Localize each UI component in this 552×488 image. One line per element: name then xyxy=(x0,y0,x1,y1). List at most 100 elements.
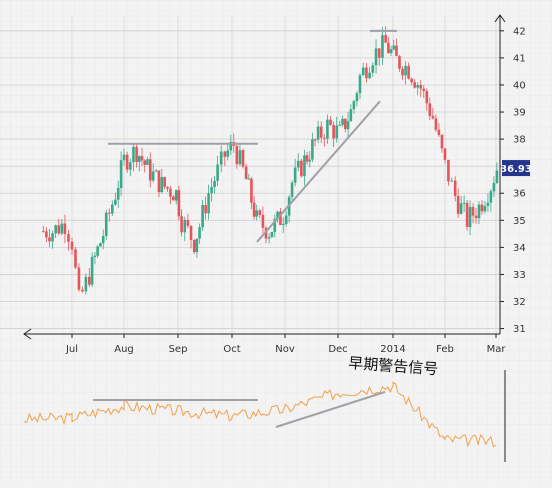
candle-body xyxy=(111,204,114,214)
candle-body xyxy=(355,93,359,102)
candle-body xyxy=(210,187,213,194)
candle-body xyxy=(88,276,91,285)
x-tick-label: Aug xyxy=(114,344,134,355)
candle-body xyxy=(198,227,201,239)
candle-body xyxy=(169,188,172,197)
candle-body xyxy=(163,177,166,187)
candle-body xyxy=(146,159,149,165)
candle-body xyxy=(125,154,129,170)
candle-body xyxy=(223,151,227,157)
candle-body xyxy=(332,124,335,139)
candle-body xyxy=(311,139,314,160)
candle-body xyxy=(45,231,48,238)
y-tick-label: 42 xyxy=(513,26,526,37)
candle-body xyxy=(166,186,169,189)
candle-body xyxy=(365,67,368,79)
candle-body xyxy=(154,170,158,172)
last-price-label: 36.93 xyxy=(500,164,532,175)
candle-body xyxy=(276,211,279,219)
x-tick-label: Sep xyxy=(169,344,188,355)
x-tick-label: Oct xyxy=(223,344,240,355)
candle-body xyxy=(160,177,164,193)
candle-body xyxy=(453,180,457,197)
candle-body xyxy=(326,119,329,139)
candle-body xyxy=(349,109,353,122)
candle-body xyxy=(252,202,256,217)
candle-body xyxy=(303,155,306,177)
y-tick-label: 33 xyxy=(513,270,526,281)
x-tick-label: Dec xyxy=(328,344,347,355)
candle-body xyxy=(129,162,132,170)
candle-body xyxy=(477,204,481,219)
candle-body xyxy=(323,137,326,139)
candle-body xyxy=(431,115,435,119)
candle-body xyxy=(404,65,407,76)
candle-body xyxy=(216,164,219,181)
candle-body xyxy=(180,216,183,233)
candle-body xyxy=(437,129,441,135)
candle-body xyxy=(247,178,251,180)
candle-body xyxy=(428,103,432,116)
candle-body xyxy=(204,205,207,214)
candle-body xyxy=(480,204,484,212)
candle-body xyxy=(104,212,108,236)
price-panel: 313233343536373839404142JulAugSepOctNovD… xyxy=(0,14,532,355)
candle-body xyxy=(51,233,54,242)
candle-body xyxy=(177,190,181,217)
y-tick-label: 38 xyxy=(513,135,526,146)
candle-body xyxy=(99,243,102,247)
candle-body xyxy=(84,276,88,292)
candle-body xyxy=(465,202,469,227)
candle-body xyxy=(90,256,94,285)
candle-body xyxy=(183,219,187,233)
candle-body xyxy=(77,267,81,290)
candle-body xyxy=(495,170,499,183)
candle-body xyxy=(132,146,135,163)
candle-body xyxy=(93,255,97,257)
candle-body xyxy=(483,205,487,212)
candle-body xyxy=(140,156,144,161)
candle-body xyxy=(138,156,141,162)
candle-body xyxy=(81,289,84,292)
candle-body xyxy=(157,170,161,193)
candle-body xyxy=(54,225,57,234)
candle-body xyxy=(486,202,490,206)
candle-body xyxy=(368,72,371,79)
y-tick-label: 36 xyxy=(513,189,526,200)
candle-body xyxy=(407,65,410,79)
candle-body xyxy=(114,199,117,205)
y-tick-label: 39 xyxy=(513,108,526,119)
candle-body xyxy=(189,225,193,240)
candle-body xyxy=(313,139,317,141)
candle-body xyxy=(293,167,297,183)
candle-body xyxy=(381,35,384,58)
candle-body xyxy=(60,223,64,234)
candle-body xyxy=(148,159,152,181)
y-tick-label: 34 xyxy=(513,243,526,254)
candle-body xyxy=(279,211,282,225)
candle-body xyxy=(358,75,362,94)
candle-body xyxy=(219,151,223,165)
candle-body xyxy=(434,118,438,130)
candle-body xyxy=(352,101,356,110)
candle-body xyxy=(443,148,447,160)
candle-body xyxy=(270,232,274,238)
candle-body xyxy=(267,237,271,239)
x-tick-label: Jul xyxy=(65,344,78,355)
candle-body xyxy=(384,35,387,43)
candle-body xyxy=(319,126,323,138)
candle-body xyxy=(489,191,493,203)
candle-body xyxy=(235,145,239,165)
y-axis-arrow xyxy=(494,14,506,23)
candle-body xyxy=(389,49,393,54)
candle-body xyxy=(174,190,178,201)
candle-body xyxy=(329,119,332,125)
indicator-line xyxy=(23,381,497,448)
candle-body xyxy=(459,203,463,214)
candle-body xyxy=(229,142,233,151)
candle-body xyxy=(48,237,51,242)
x-axis-arrow xyxy=(23,328,32,340)
candle-body xyxy=(122,154,126,161)
candle-body xyxy=(74,249,77,268)
